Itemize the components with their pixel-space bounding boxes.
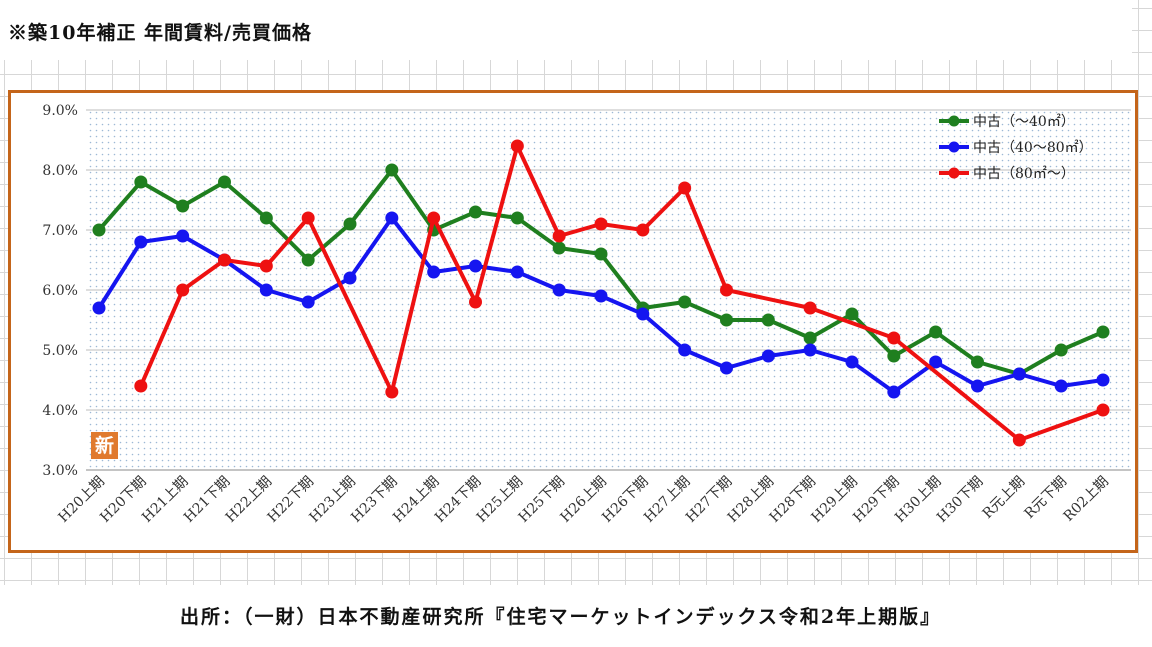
- data-point[interactable]: [385, 211, 399, 225]
- series-line: [138, 144, 1104, 442]
- data-point[interactable]: [678, 181, 692, 195]
- data-point[interactable]: [510, 211, 524, 225]
- x-tick-label: R02上期: [1061, 474, 1112, 525]
- data-point[interactable]: [1096, 403, 1110, 417]
- data-point[interactable]: [301, 253, 315, 267]
- data-point[interactable]: [176, 229, 190, 243]
- data-point[interactable]: [720, 361, 733, 375]
- data-point[interactable]: [469, 259, 482, 273]
- data-point[interactable]: [1012, 433, 1026, 447]
- data-point[interactable]: [92, 223, 106, 237]
- data-point[interactable]: [720, 283, 733, 297]
- data-point[interactable]: [176, 283, 190, 297]
- data-point[interactable]: [176, 199, 190, 213]
- data-point[interactable]: [1054, 379, 1068, 393]
- data-point[interactable]: [218, 175, 231, 189]
- data-point[interactable]: [469, 205, 482, 219]
- x-axis: H20上期H20下期H21上期H21下期H22上期H22下期H23上期H23下期…: [55, 469, 1131, 526]
- y-tick-label: 8.0%: [42, 163, 78, 179]
- data-point[interactable]: [887, 331, 901, 345]
- data-point[interactable]: [594, 247, 608, 261]
- y-tick-label: 6.0%: [42, 283, 78, 299]
- data-point[interactable]: [259, 259, 273, 273]
- data-point[interactable]: [1096, 325, 1110, 339]
- data-point[interactable]: [887, 349, 901, 363]
- legend-marker: [948, 115, 960, 127]
- series-2: [92, 211, 1110, 399]
- data-point[interactable]: [427, 265, 441, 279]
- legend-marker: [948, 141, 960, 153]
- legend-marker: [948, 167, 960, 179]
- legend-label: 中古（～40㎡）: [973, 114, 1075, 130]
- source-note: 出所：（一財）日本不動産研究所『住宅マーケットインデックス令和2年上期版』: [180, 606, 942, 628]
- page-title: ※築10年補正 年間賃料/売買価格: [8, 22, 312, 44]
- badge-box: [91, 432, 118, 459]
- data-point[interactable]: [594, 289, 608, 303]
- series-3: [134, 139, 1110, 447]
- data-point[interactable]: [343, 217, 357, 231]
- data-point[interactable]: [552, 229, 566, 243]
- data-point[interactable]: [887, 385, 901, 399]
- data-point[interactable]: [803, 343, 817, 357]
- sheet-header-area: [0, 0, 1132, 60]
- legend-label: 中古（80㎡～）: [973, 166, 1075, 182]
- data-point[interactable]: [385, 163, 399, 177]
- data-point[interactable]: [636, 307, 650, 321]
- data-point[interactable]: [845, 355, 859, 369]
- data-point[interactable]: [343, 271, 357, 285]
- data-point[interactable]: [469, 295, 482, 309]
- data-point[interactable]: [552, 283, 566, 297]
- series-group: [92, 139, 1110, 447]
- x-tick-label: H30下期: [934, 474, 986, 526]
- data-point[interactable]: [929, 355, 943, 369]
- data-point[interactable]: [971, 379, 984, 393]
- legend: 中古（～40㎡） 中古（40～80㎡） 中古（80㎡～）: [939, 114, 1093, 182]
- data-point[interactable]: [761, 313, 775, 327]
- data-point[interactable]: [134, 235, 148, 249]
- data-point[interactable]: [510, 265, 524, 279]
- data-point[interactable]: [761, 349, 775, 363]
- line-chart: 3.0% 4.0% 5.0% 6.0% 7.0% 8.0% 9.0% H20上期H20下期H…: [42, 103, 1131, 526]
- data-point[interactable]: [971, 355, 984, 369]
- legend-label: 中古（40～80㎡）: [973, 140, 1093, 156]
- data-point[interactable]: [218, 253, 231, 267]
- data-point[interactable]: [1096, 373, 1110, 387]
- data-point[interactable]: [134, 379, 148, 393]
- data-point[interactable]: [845, 307, 859, 321]
- data-point[interactable]: [385, 385, 399, 399]
- badge-label: 新: [95, 434, 114, 457]
- y-tick-label: 5.0%: [42, 343, 78, 359]
- data-point[interactable]: [1054, 343, 1068, 357]
- y-tick-label: 4.0%: [42, 403, 78, 419]
- data-point[interactable]: [92, 301, 106, 315]
- data-point[interactable]: [134, 175, 148, 189]
- data-point[interactable]: [301, 211, 315, 225]
- y-tick-label: 9.0%: [42, 103, 78, 119]
- data-point[interactable]: [594, 217, 608, 231]
- data-point[interactable]: [552, 241, 566, 255]
- x-tick-label: R元上期: [980, 474, 1028, 522]
- data-point[interactable]: [301, 295, 315, 309]
- sheet-footer-area: [0, 585, 1152, 647]
- data-point[interactable]: [678, 343, 692, 357]
- data-point[interactable]: [678, 295, 692, 309]
- data-point[interactable]: [803, 301, 817, 315]
- y-tick-label: 3.0%: [42, 463, 78, 479]
- data-point[interactable]: [1012, 367, 1026, 381]
- y-tick-label: 7.0%: [42, 223, 78, 239]
- series-1: [92, 163, 1110, 381]
- y-axis: 3.0% 4.0% 5.0% 6.0% 7.0% 8.0% 9.0%: [42, 103, 78, 479]
- data-point[interactable]: [259, 211, 273, 225]
- new-badge: 新: [91, 432, 118, 459]
- data-point[interactable]: [510, 139, 524, 153]
- data-point[interactable]: [259, 283, 273, 297]
- data-point[interactable]: [929, 325, 943, 339]
- chart-frame[interactable]: 3.0% 4.0% 5.0% 6.0% 7.0% 8.0% 9.0% H20上期 H20下期 H…: [8, 90, 1138, 553]
- data-point[interactable]: [427, 211, 441, 225]
- data-point[interactable]: [803, 331, 817, 345]
- data-point[interactable]: [720, 313, 733, 327]
- data-point[interactable]: [636, 223, 650, 237]
